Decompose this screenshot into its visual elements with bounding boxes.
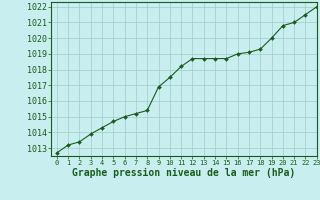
X-axis label: Graphe pression niveau de la mer (hPa): Graphe pression niveau de la mer (hPa) (72, 168, 296, 178)
